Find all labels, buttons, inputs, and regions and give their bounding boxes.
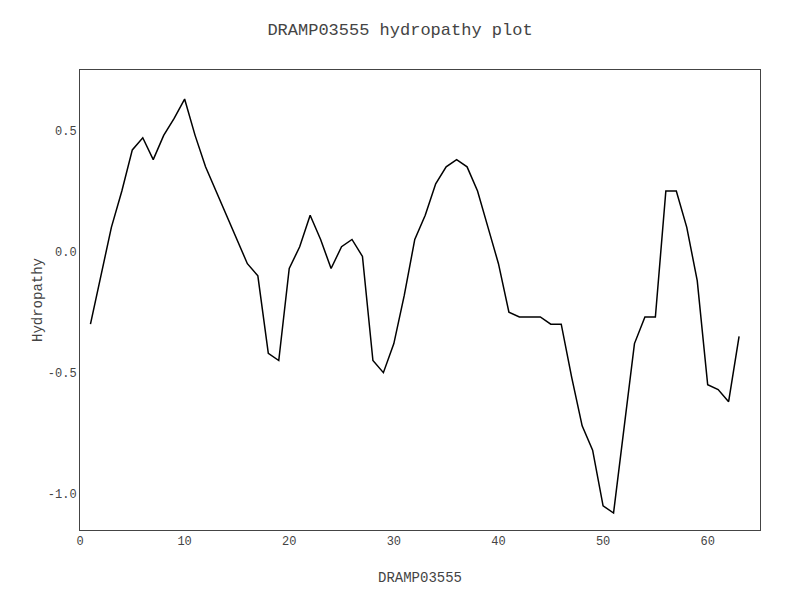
svg-text:DRAMP03555 hydropathy plot: DRAMP03555 hydropathy plot: [267, 21, 532, 40]
svg-text:40: 40: [491, 535, 505, 549]
svg-text:50: 50: [596, 535, 610, 549]
svg-text:-1.0: -1.0: [48, 488, 77, 502]
svg-text:-0.5: -0.5: [48, 367, 77, 381]
svg-text:0.5: 0.5: [55, 125, 77, 139]
svg-text:30: 30: [387, 535, 401, 549]
svg-text:60: 60: [700, 535, 714, 549]
svg-text:DRAMP03555: DRAMP03555: [378, 570, 462, 586]
svg-text:20: 20: [282, 535, 296, 549]
svg-text:0.0: 0.0: [55, 246, 77, 260]
svg-text:10: 10: [177, 535, 191, 549]
svg-text:Hydropathy: Hydropathy: [30, 258, 46, 342]
svg-text:0: 0: [76, 535, 83, 549]
